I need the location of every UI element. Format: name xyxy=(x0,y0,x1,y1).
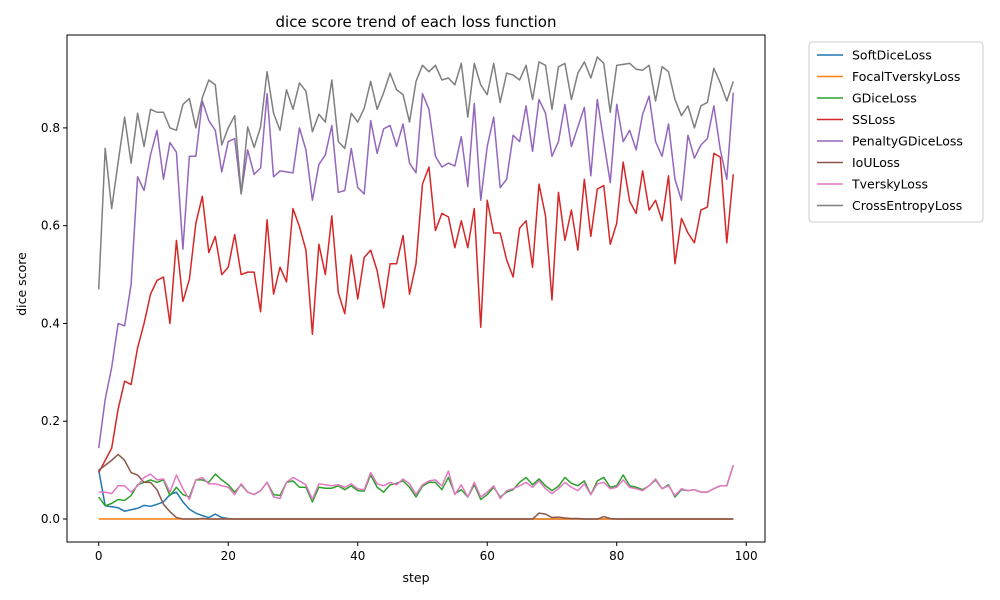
legend-label-tverskyloss: TverskyLoss xyxy=(851,177,928,192)
y-tick-label: 0.6 xyxy=(41,219,60,233)
legend-label-ssloss: SSLoss xyxy=(852,112,895,127)
y-axis-label: dice score xyxy=(14,252,29,316)
series-line-tverskyloss xyxy=(98,465,734,501)
chart-title: dice score trend of each loss function xyxy=(276,13,557,31)
x-tick-label: 20 xyxy=(221,549,236,563)
x-tick-label: 0 xyxy=(95,549,103,563)
x-axis-ticks: 0 20 40 60 80 100 xyxy=(95,542,758,563)
legend-label-softdiceloss: SoftDiceLoss xyxy=(852,48,932,63)
series-line-ssloss xyxy=(98,152,735,473)
legend-label-focaltverskyloss: FocalTverskyLoss xyxy=(852,69,960,84)
y-tick-label: 0.8 xyxy=(41,121,60,135)
x-axis-label: step xyxy=(402,570,429,585)
y-tick-label: 0.2 xyxy=(41,414,60,428)
y-tick-label: 0.0 xyxy=(41,512,60,526)
legend-label-gdiceloss: GDiceLoss xyxy=(852,91,917,106)
series-line-iouloss xyxy=(98,453,734,520)
series-line-penaltygdiceloss xyxy=(97,92,735,449)
x-tick-label: 100 xyxy=(735,549,758,563)
y-axis-ticks: 0.0 0.2 0.4 0.6 0.8 xyxy=(41,121,67,526)
x-tick-label: 80 xyxy=(609,549,624,563)
legend-frame xyxy=(808,41,984,223)
legend-label-penaltygdiceloss: PenaltyGDiceLoss xyxy=(852,134,963,149)
legend-label-iouloss: IoULoss xyxy=(852,155,900,170)
legend-label-crossentropyloss: CrossEntropyLoss xyxy=(852,198,962,213)
x-tick-label: 60 xyxy=(480,549,495,563)
plot-lines xyxy=(97,56,735,520)
series-line-gdiceloss xyxy=(98,465,734,507)
y-tick-label: 0.4 xyxy=(41,316,60,330)
x-tick-label: 40 xyxy=(350,549,365,563)
plot-frame xyxy=(66,34,766,543)
series-line-crossentropyloss xyxy=(97,56,734,290)
legend: SoftDiceLoss FocalTverskyLoss GDiceLoss SSL… xyxy=(808,41,984,223)
